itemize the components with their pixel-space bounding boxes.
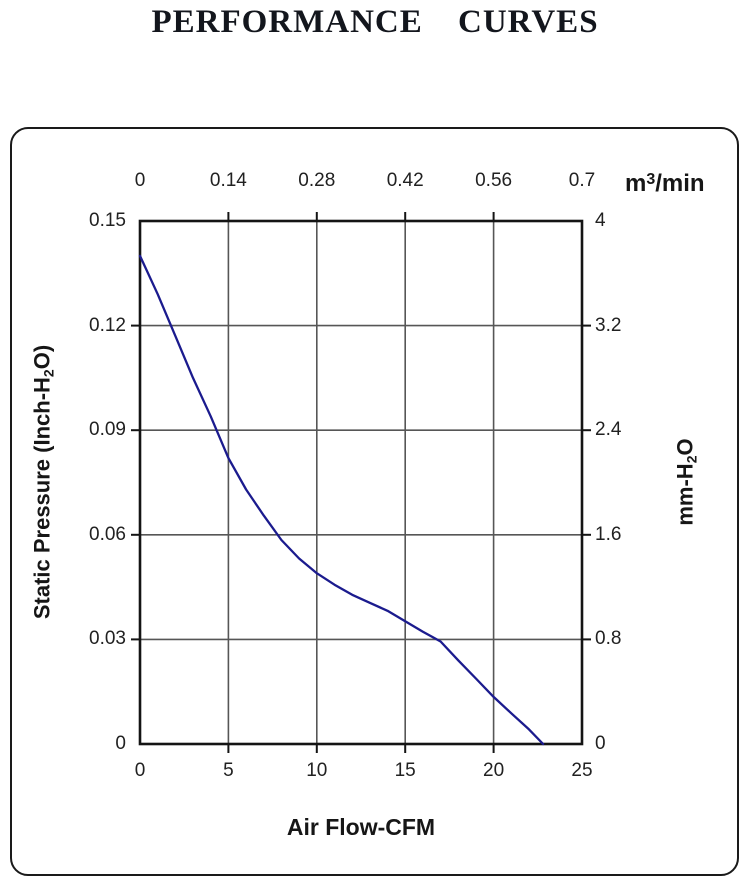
bottom-axis-tick-label: 15 <box>394 760 416 781</box>
page-title: PERFORMANCE CURVES <box>151 4 599 40</box>
top-axis-unit: m3/min <box>625 170 705 198</box>
right-axis-title-pre: mm-H <box>672 463 698 526</box>
bottom-axis-tick-label: 10 <box>306 760 328 781</box>
top-axis-tick-label: 0.28 <box>298 170 336 191</box>
left-axis-title-post: O) <box>29 344 55 370</box>
left-axis-tick-label: 0 <box>115 733 126 754</box>
left-axis-title-sub: 2 <box>40 369 57 378</box>
performance-curve <box>138 254 545 746</box>
chart-box <box>10 127 739 876</box>
bottom-axis-tick-label: 0 <box>134 760 146 781</box>
top-axis-tick-label: 0.42 <box>386 170 424 191</box>
left-axis-tick-label: 0.09 <box>89 419 126 441</box>
right-axis-title-sub: 2 <box>683 455 700 464</box>
bottom-axis-title: Air Flow-CFM <box>286 814 436 840</box>
left-axis-tick-label: 0.12 <box>89 314 126 336</box>
left-axis-title-pre: Static Pressure (Inch-H <box>29 377 55 620</box>
right-axis-tick-label: 2.4 <box>595 419 622 441</box>
top-axis-unit-prefix: m <box>625 170 647 197</box>
right-axis-tick-label: 3.2 <box>595 314 622 336</box>
bottom-axis-tick-label: 5 <box>223 760 234 781</box>
left-axis-tick-label: 0.03 <box>89 628 126 650</box>
left-axis-tick-label: 0.15 <box>89 210 126 231</box>
right-axis-tick-label: 0 <box>595 733 606 754</box>
bottom-axis-tick-label: 25 <box>571 760 593 781</box>
right-axis-title-post: O <box>672 438 698 456</box>
plot-frame <box>138 219 584 746</box>
right-axis-tick-label: 4 <box>595 210 606 231</box>
left-axis-title: Static Pressure (Inch-H2O) <box>21 221 65 744</box>
top-axis-unit-sup: 3 <box>646 171 656 188</box>
top-axis-tick-label: 0.56 <box>475 170 513 191</box>
right-axis-title: mm-H2O <box>664 221 708 744</box>
top-axis-unit-suffix: /min <box>655 170 705 197</box>
left-axis-tick-label: 0.06 <box>89 523 126 545</box>
bottom-axis-tick-label: 20 <box>483 760 505 781</box>
top-axis-tick-label: 0.14 <box>209 170 247 191</box>
right-axis-tick-label: 0.8 <box>595 628 622 650</box>
top-axis-tick-label: 0 <box>134 170 146 191</box>
right-axis-tick-label: 1.6 <box>595 523 622 545</box>
top-axis-tick-label: 0.7 <box>568 170 596 191</box>
